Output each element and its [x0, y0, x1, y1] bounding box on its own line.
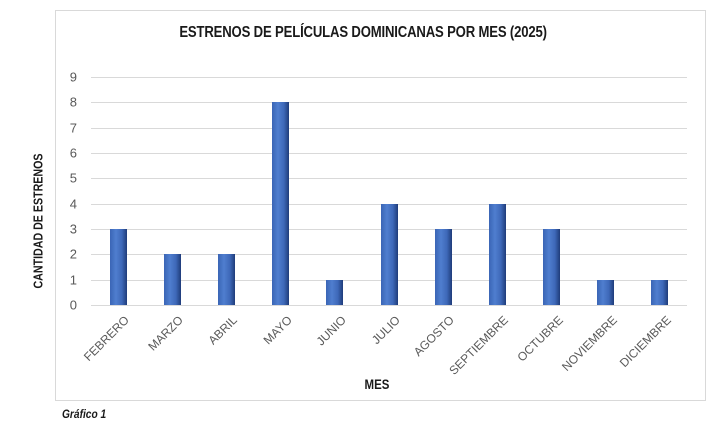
y-tick-label: 8 — [69, 94, 77, 110]
y-tick-label: 3 — [69, 221, 77, 237]
gridline — [91, 127, 687, 129]
y-tick-label: 1 — [69, 272, 77, 288]
bar — [488, 203, 506, 305]
gridline — [91, 305, 687, 306]
y-tick-label: 7 — [69, 120, 77, 136]
bar — [597, 279, 615, 305]
y-tick-label: 0 — [69, 297, 77, 313]
figure-caption: Gráfico 1 — [62, 407, 107, 421]
bar — [326, 279, 344, 305]
gridline — [91, 102, 687, 104]
bar — [543, 229, 561, 305]
gridline — [91, 178, 687, 180]
bar — [272, 102, 290, 305]
chart-title: ESTRENOS DE PELÍCULAS DOMINICANAS POR ME… — [179, 24, 547, 41]
plot-area: 0 1 2 3 4 5 6 7 8 9 FEBRERO MARZO ABRIL MAYO JUNIO JULI… — [70, 70, 687, 378]
gridline — [91, 153, 687, 154]
y-tick-label: 4 — [69, 196, 77, 212]
gridline — [91, 77, 687, 78]
bar — [434, 229, 452, 305]
bar — [651, 279, 669, 305]
bar — [109, 229, 127, 305]
y-tick-label: 9 — [69, 69, 77, 85]
y-tick-label: 5 — [69, 170, 77, 186]
bar — [217, 254, 235, 305]
bar — [163, 254, 181, 305]
y-tick-label: 2 — [69, 246, 77, 262]
x-axis-label: MES — [364, 376, 390, 392]
y-tick-label: 6 — [69, 145, 77, 161]
y-axis-label: CANTIDAD DE ESTRENOS — [30, 153, 46, 289]
bar — [380, 203, 398, 305]
